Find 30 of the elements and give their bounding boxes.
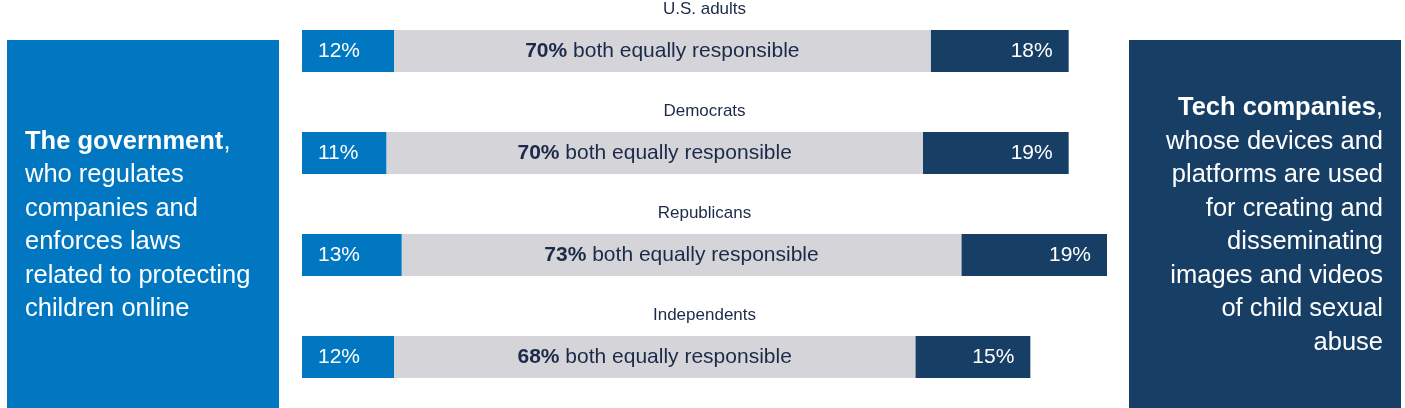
- data-label: 70% both equally responsible: [517, 139, 792, 163]
- data-label: 12%: [318, 343, 361, 367]
- bar: [394, 336, 916, 378]
- data-label: 18%: [1010, 37, 1053, 61]
- data-label: 70% both equally responsible: [525, 37, 800, 61]
- y-tick-label: U.S. adults: [662, 0, 747, 19]
- data-label: 15%: [972, 343, 1015, 367]
- data-label: 11%: [318, 139, 359, 163]
- bar: [386, 132, 923, 174]
- data-label: 73% both equally responsible: [544, 241, 819, 265]
- bar: [302, 30, 394, 72]
- bar: [401, 234, 962, 276]
- bar: [930, 30, 1069, 72]
- bar: [961, 234, 1107, 276]
- text: The government, who regulates companies and enforces laws related to protecting children online: [25, 125, 251, 321]
- bar: [394, 30, 931, 72]
- data-label: 12%: [318, 37, 361, 61]
- bar: [923, 132, 1069, 174]
- data-label: 68% both equally responsible: [517, 343, 792, 367]
- y-tick-label: Democrats: [663, 101, 746, 121]
- bar: [302, 336, 394, 378]
- y-tick-label: Republicans: [657, 203, 752, 223]
- text: Tech companies, whose devices and platforms are used for creating and disseminating images and videos of child sexual abuse: [1166, 92, 1383, 355]
- y-tick-label: Independents: [652, 305, 757, 325]
- data-label: 19%: [1010, 139, 1053, 163]
- data-label: 19%: [1048, 241, 1091, 265]
- bar: [302, 132, 387, 174]
- data-label: 13%: [318, 241, 361, 265]
- bar: [915, 336, 1031, 378]
- bar: [302, 234, 402, 276]
